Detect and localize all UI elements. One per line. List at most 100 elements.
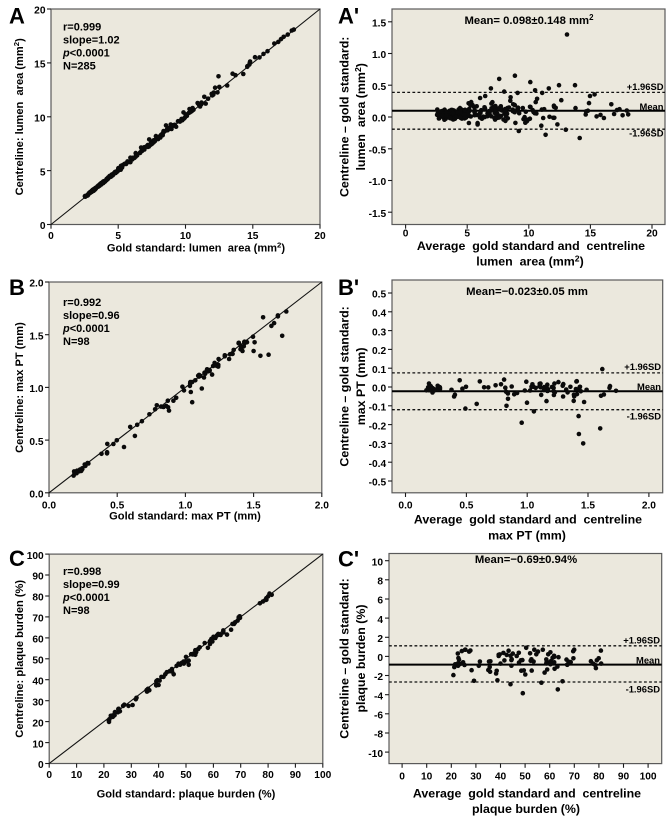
svg-text:100: 100: [314, 770, 331, 781]
svg-text:0.0: 0.0: [398, 500, 412, 511]
svg-text:plaque burden (%): plaque burden (%): [354, 604, 368, 712]
svg-text:-0.5: -0.5: [369, 145, 387, 156]
svg-text:p<0.0001: p<0.0001: [62, 592, 110, 604]
svg-text:1.5: 1.5: [247, 500, 261, 511]
svg-text:2.0: 2.0: [29, 279, 43, 290]
svg-text:0.0: 0.0: [372, 384, 386, 395]
svg-text:lumen area (mm2): lumen area (mm2): [476, 254, 583, 269]
svg-text:70: 70: [569, 771, 581, 782]
svg-text:0: 0: [403, 229, 409, 240]
svg-text:B': B': [338, 275, 359, 300]
svg-text:4: 4: [377, 615, 383, 626]
svg-text:10: 10: [523, 229, 535, 240]
svg-text:+1.96SD: +1.96SD: [624, 361, 661, 372]
svg-text:1.0: 1.0: [29, 384, 43, 395]
svg-text:50: 50: [32, 656, 44, 667]
svg-text:0.0: 0.0: [42, 500, 56, 511]
svg-text:10: 10: [34, 114, 46, 125]
svg-text:N=98: N=98: [63, 336, 90, 348]
svg-text:20: 20: [314, 231, 326, 242]
svg-text:Gold standard: plaque burden (: Gold standard: plaque burden (%): [97, 789, 276, 801]
svg-text:-0.5: -0.5: [369, 478, 387, 489]
svg-text:10: 10: [71, 770, 83, 781]
svg-text:20: 20: [32, 718, 44, 729]
svg-text:2.0: 2.0: [315, 500, 329, 511]
svg-text:90: 90: [290, 770, 302, 781]
svg-text:B: B: [9, 275, 25, 300]
svg-text:90: 90: [618, 771, 630, 782]
svg-text:1.5: 1.5: [581, 500, 595, 511]
svg-text:r=0.999: r=0.999: [63, 21, 101, 33]
svg-text:Mean: Mean: [636, 655, 660, 666]
svg-text:lumen area (mm2): lumen area (mm2): [353, 63, 368, 170]
svg-text:C': C': [338, 547, 359, 572]
svg-text:N=98: N=98: [63, 605, 90, 617]
svg-text:slope=1.02: slope=1.02: [63, 34, 120, 46]
svg-text:8: 8: [377, 577, 383, 588]
svg-text:0: 0: [399, 771, 405, 782]
svg-text:1.5: 1.5: [29, 331, 43, 342]
svg-text:0.1: 0.1: [372, 365, 386, 376]
svg-text:0.5: 0.5: [372, 82, 386, 93]
svg-text:Gold standard: lumen area (mm: Gold standard: lumen area (mm2): [107, 240, 285, 254]
svg-text:80: 80: [262, 770, 274, 781]
svg-text:+1.96SD: +1.96SD: [627, 81, 664, 92]
svg-text:slope=0.96: slope=0.96: [63, 310, 120, 322]
svg-text:-1.96SD: -1.96SD: [629, 128, 664, 139]
svg-text:Average gold standard and ce: Average gold standard and centreline: [417, 239, 645, 253]
svg-text:0.0: 0.0: [29, 490, 43, 501]
svg-text:Centreline – gold standard:: Centreline – gold standard:: [338, 578, 352, 738]
svg-text:-0.1: -0.1: [369, 403, 387, 414]
svg-text:80: 80: [593, 771, 605, 782]
svg-text:0: 0: [377, 653, 383, 664]
svg-text:70: 70: [32, 614, 44, 625]
svg-text:0: 0: [38, 760, 44, 771]
svg-text:Centreline: max PT (mm): Centreline: max PT (mm): [14, 322, 26, 453]
svg-text:2.0: 2.0: [642, 500, 656, 511]
svg-text:5: 5: [40, 167, 46, 178]
svg-text:Mean= 0.098±0.148 mm2: Mean= 0.098±0.148 mm2: [465, 13, 595, 27]
svg-text:15: 15: [585, 229, 597, 240]
svg-text:Centreline: lumen area (mm2): Centreline: lumen area (mm2): [12, 38, 26, 196]
svg-text:20: 20: [646, 229, 658, 240]
svg-text:6: 6: [377, 596, 383, 607]
svg-text:1.0: 1.0: [178, 500, 192, 511]
svg-text:max PT (mm): max PT (mm): [488, 529, 566, 543]
svg-text:-1.96SD: -1.96SD: [627, 411, 662, 422]
svg-text:Centreline – gold standard:: Centreline – gold standard:: [338, 37, 352, 197]
svg-text:N=285: N=285: [63, 61, 96, 73]
svg-text:plaque burden (%): plaque burden (%): [472, 802, 580, 816]
svg-text:-6: -6: [374, 711, 383, 722]
svg-text:A': A': [338, 4, 359, 29]
svg-text:-0.3: -0.3: [369, 440, 387, 451]
svg-text:r=0.992: r=0.992: [63, 297, 101, 309]
svg-text:Average gold standard and ce: Average gold standard and centreline: [414, 513, 642, 527]
svg-text:0.0: 0.0: [372, 114, 386, 125]
svg-text:Centreline – gold standard:: Centreline – gold standard:: [338, 306, 352, 466]
svg-text:10: 10: [421, 771, 433, 782]
svg-text:-0.4: -0.4: [369, 459, 387, 470]
svg-text:0.4: 0.4: [372, 309, 386, 320]
svg-text:0: 0: [48, 231, 54, 242]
svg-text:80: 80: [32, 593, 44, 604]
svg-text:p<0.0001: p<0.0001: [62, 323, 110, 335]
svg-text:0.3: 0.3: [372, 327, 386, 338]
svg-text:10: 10: [372, 557, 384, 568]
svg-text:0: 0: [46, 770, 52, 781]
svg-text:70: 70: [235, 770, 247, 781]
svg-text:1.0: 1.0: [372, 50, 386, 61]
svg-text:-10: -10: [368, 749, 383, 760]
svg-text:-8: -8: [374, 730, 383, 741]
svg-text:40: 40: [153, 770, 165, 781]
svg-text:90: 90: [32, 572, 44, 583]
svg-text:p<0.0001: p<0.0001: [62, 48, 110, 60]
svg-text:20: 20: [446, 771, 458, 782]
svg-text:10: 10: [32, 739, 44, 750]
svg-text:20: 20: [34, 6, 46, 17]
svg-text:Mean=−0.69±0.94%: Mean=−0.69±0.94%: [475, 554, 577, 566]
svg-text:-2: -2: [374, 672, 383, 683]
svg-text:0.5: 0.5: [459, 500, 473, 511]
svg-text:40: 40: [32, 676, 44, 687]
svg-text:60: 60: [208, 770, 220, 781]
svg-text:-1.96SD: -1.96SD: [626, 683, 661, 694]
